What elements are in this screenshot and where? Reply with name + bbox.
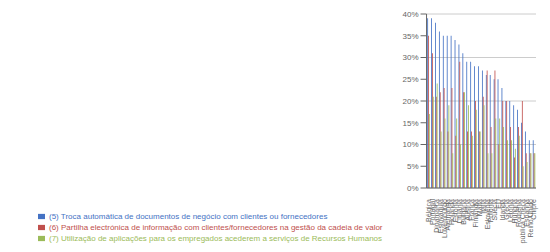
svg-text:10%: 10% xyxy=(403,140,419,149)
svg-text:0%: 0% xyxy=(407,184,419,193)
svg-text:40%: 40% xyxy=(403,10,419,19)
svg-text:20%: 20% xyxy=(403,97,419,106)
svg-text:5%: 5% xyxy=(407,162,419,171)
svg-text:30%: 30% xyxy=(403,53,419,62)
svg-text:15%: 15% xyxy=(403,119,419,128)
html-text:(6) Partilha electrónica de in: (6) Partilha electrónica de informação c… xyxy=(49,223,383,232)
svg-text:35%: 35% xyxy=(403,32,419,41)
svg-text:25%: 25% xyxy=(403,75,419,84)
html-text:(7) Utilização de aplicações p: (7) Utilização de aplicações para os emp… xyxy=(49,234,383,243)
svg-text:Chipre: Chipre xyxy=(530,199,538,220)
html-text:(5) Troca automática de docume: (5) Troca automática de documentos de ne… xyxy=(49,212,328,221)
